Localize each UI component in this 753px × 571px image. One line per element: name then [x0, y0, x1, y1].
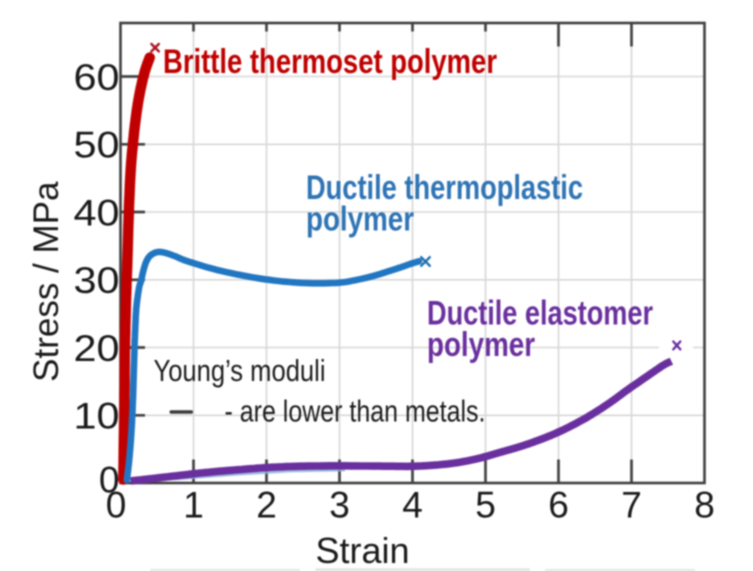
svg-text:polymer: polymer: [306, 201, 414, 239]
svg-text:3: 3: [329, 485, 350, 526]
svg-text:Stress / MPa: Stress / MPa: [27, 181, 66, 382]
svg-text:Strain: Strain: [315, 530, 409, 571]
svg-text:10: 10: [74, 396, 120, 437]
svg-text:60: 60: [74, 57, 120, 98]
svg-text:- are lower than metals.: - are lower than metals.: [225, 394, 486, 429]
svg-text:20: 20: [74, 328, 120, 369]
svg-text:0: 0: [106, 485, 127, 526]
svg-text:7: 7: [621, 485, 642, 526]
svg-text:0: 0: [99, 460, 120, 501]
svg-text:30: 30: [74, 260, 120, 301]
svg-text:5: 5: [475, 485, 496, 526]
svg-text:8: 8: [694, 485, 715, 526]
svg-text:Brittle thermoset polymer: Brittle thermoset polymer: [163, 43, 497, 81]
svg-text:Ductile elastomer: Ductile elastomer: [427, 295, 653, 333]
svg-text:polymer: polymer: [427, 326, 535, 364]
svg-text:Ductile thermoplastic: Ductile thermoplastic: [306, 169, 583, 207]
svg-text:50: 50: [74, 125, 120, 166]
svg-text:40: 40: [74, 192, 120, 233]
svg-text:Young’s moduli: Young’s moduli: [154, 353, 326, 388]
svg-text:2: 2: [256, 485, 277, 526]
svg-text:4: 4: [402, 485, 423, 526]
svg-text:6: 6: [548, 485, 569, 526]
svg-text:1: 1: [183, 485, 204, 526]
